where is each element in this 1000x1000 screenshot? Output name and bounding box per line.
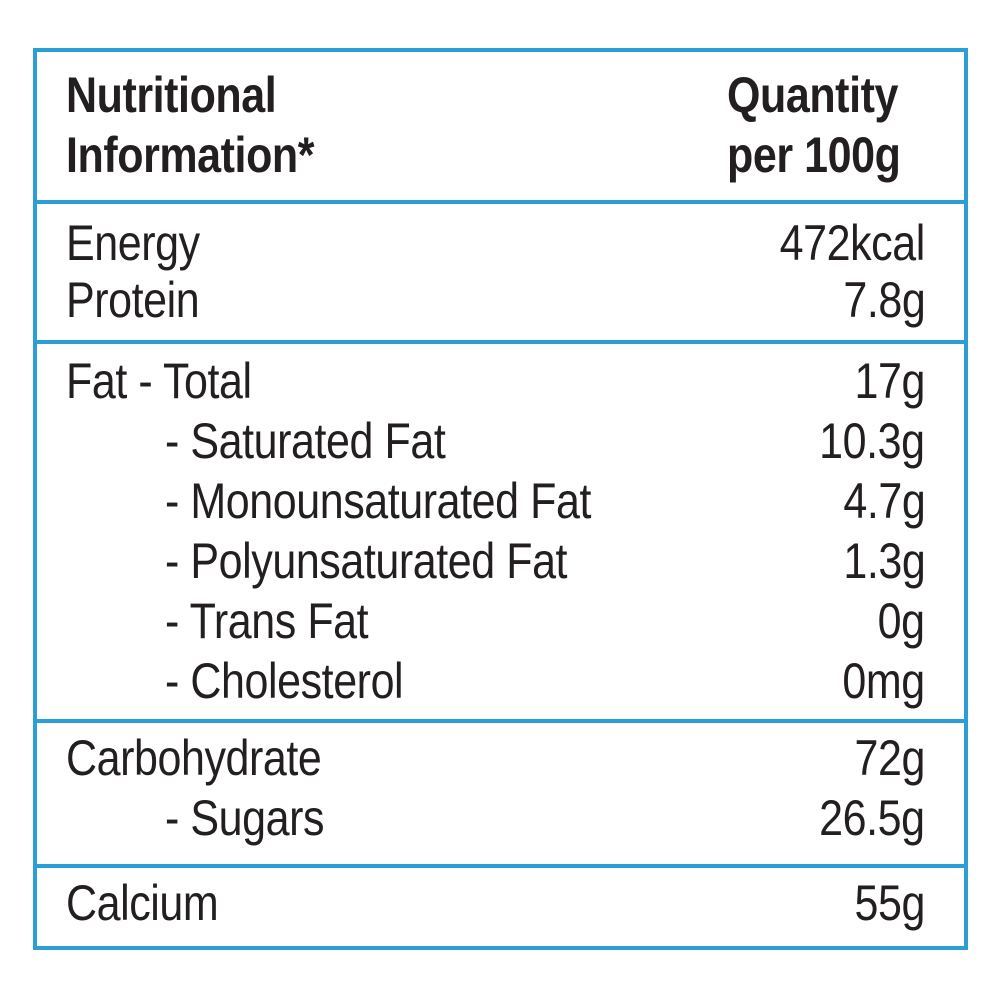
nutrient-amount: 472kcal — [779, 215, 926, 271]
nutrient-name: - Trans Fat — [165, 593, 369, 649]
section-divider — [33, 340, 968, 344]
nutrient-name: - Cholesterol — [165, 653, 404, 709]
section-divider — [33, 864, 968, 868]
nutrient-name: Carbohydrate — [66, 730, 322, 786]
header-label: Nutritional — [66, 67, 277, 123]
nutrient-name: Calcium — [66, 875, 219, 931]
nutrient-amount: 4.7g — [843, 473, 925, 529]
header-label: per 100g — [727, 127, 901, 183]
nutrient-name: Protein — [66, 272, 200, 328]
section-divider — [33, 200, 968, 204]
table-border — [33, 48, 968, 950]
nutrient-amount: 72g — [854, 730, 926, 786]
nutrient-amount: 1.3g — [843, 533, 925, 589]
nutrient-name: - Sugars — [165, 790, 325, 846]
nutrient-name: Fat - Total — [66, 353, 252, 409]
header-label: Information* — [66, 127, 315, 183]
nutrient-amount: 55g — [854, 875, 926, 931]
nutrient-amount: 17g — [854, 353, 926, 409]
nutrient-amount: 26.5g — [819, 790, 926, 846]
nutrient-name: Energy — [66, 215, 200, 271]
section-divider — [33, 719, 968, 723]
nutrient-amount: 0mg — [842, 653, 926, 709]
header-label: Quantity — [727, 67, 898, 123]
nutrient-name: - Polyunsaturated Fat — [165, 533, 568, 589]
nutrient-amount: 10.3g — [819, 413, 926, 469]
nutrient-name: - Saturated Fat — [165, 413, 446, 469]
nutrient-name: - Monounsaturated Fat — [165, 473, 591, 529]
nutrient-amount: 0g — [878, 593, 925, 649]
nutrient-amount: 7.8g — [843, 272, 925, 328]
